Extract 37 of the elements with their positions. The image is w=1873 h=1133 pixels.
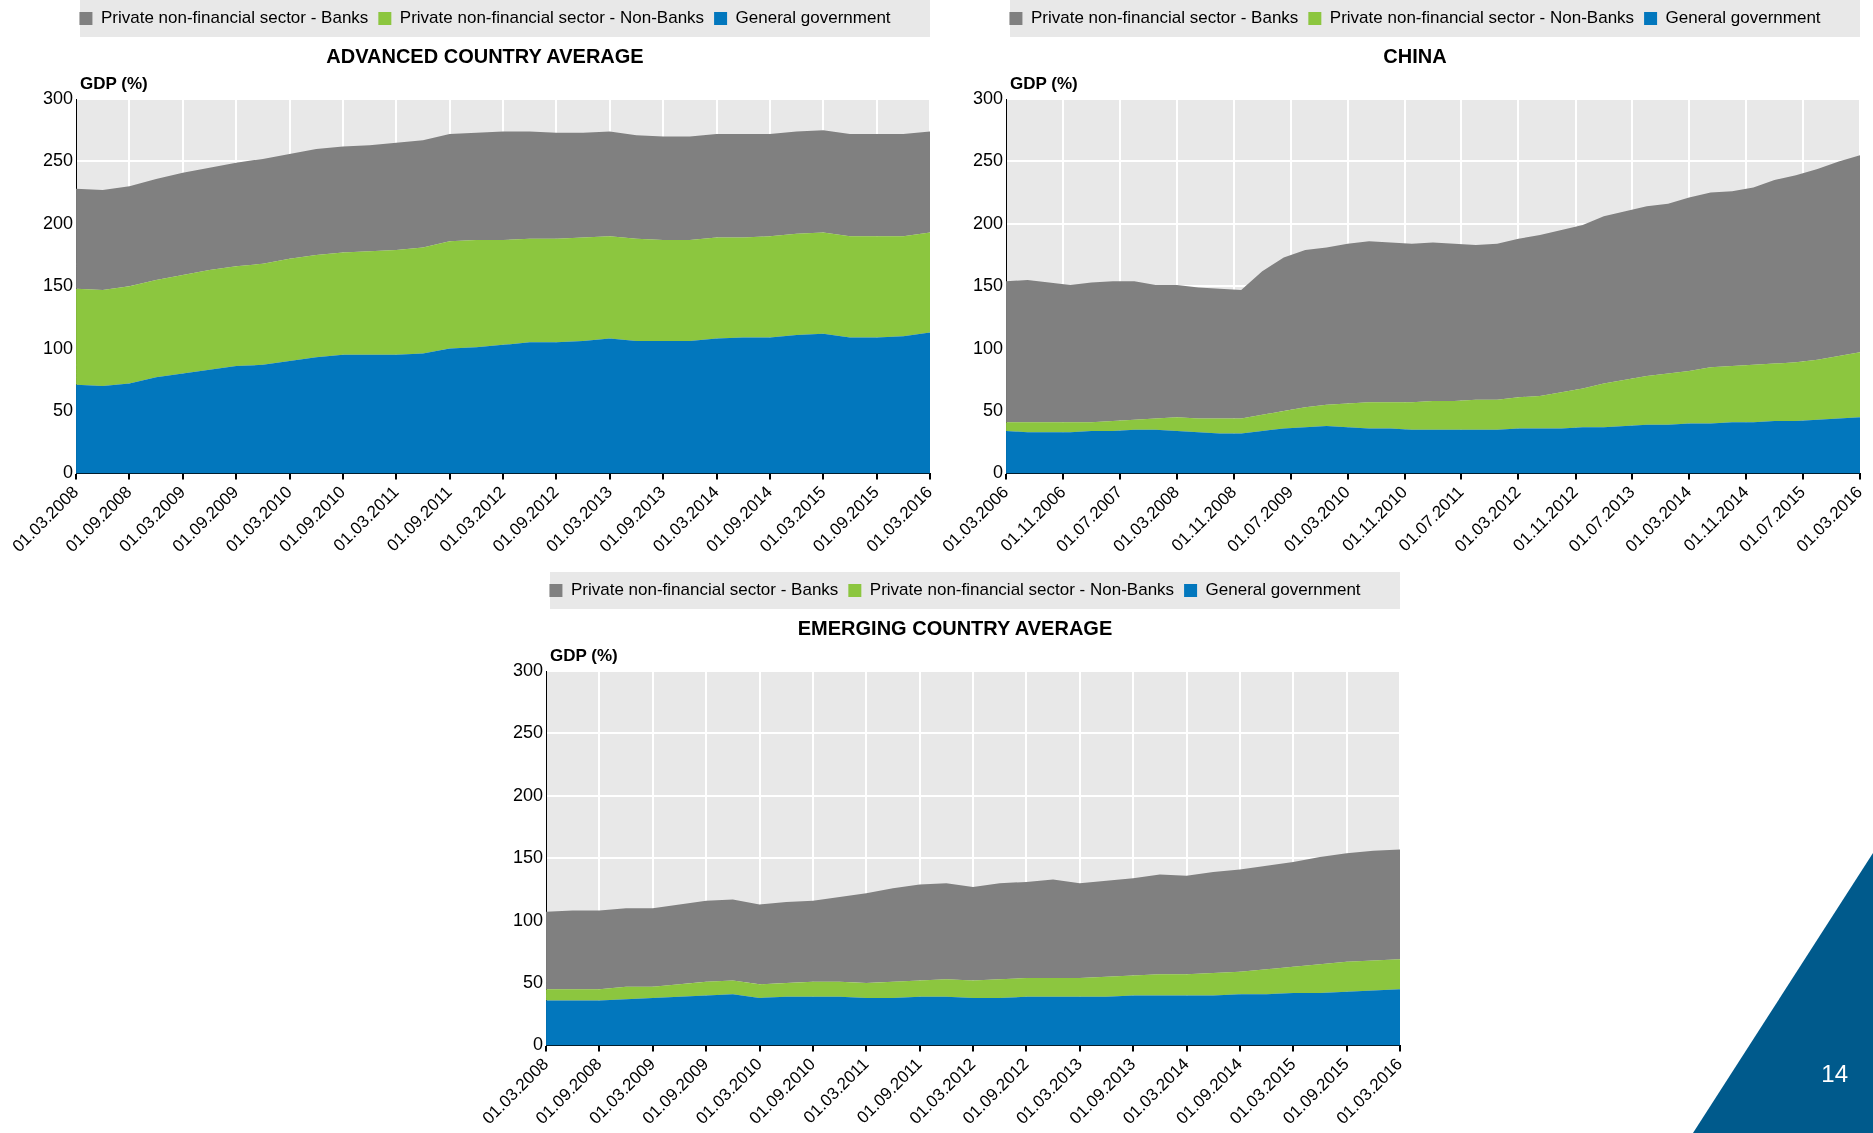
y-axis-title: GDP (%) bbox=[550, 646, 618, 666]
legend-label: General government bbox=[1665, 8, 1821, 28]
y-tick-label: 300 bbox=[972, 87, 1004, 108]
y-tick-label: 100 bbox=[42, 337, 74, 358]
y-tick-label: 100 bbox=[972, 337, 1004, 358]
y-tick-label: 300 bbox=[512, 659, 544, 680]
y-axis-title: GDP (%) bbox=[80, 74, 148, 94]
y-tick-label: 200 bbox=[972, 212, 1004, 233]
y-tick-label: 150 bbox=[512, 847, 544, 868]
y-tick-label: 50 bbox=[53, 399, 74, 420]
y-tick-label: 300 bbox=[42, 87, 74, 108]
y-tick-label: 100 bbox=[512, 909, 544, 930]
y-tick-label: 50 bbox=[523, 971, 544, 992]
y-tick-label: 0 bbox=[993, 462, 1004, 483]
legend-label: Private non-financial sector - Non-Banks bbox=[1329, 8, 1635, 28]
y-tick-label: 0 bbox=[63, 462, 74, 483]
legend-label: Private non-financial sector - Non-Banks bbox=[399, 8, 705, 28]
legend-label: General government bbox=[1205, 580, 1361, 600]
chart-title: ADVANCED COUNTRY AVERAGE bbox=[326, 44, 644, 67]
chart-title: CHINA bbox=[1383, 44, 1447, 67]
y-tick-label: 0 bbox=[533, 1034, 544, 1055]
y-tick-label: 150 bbox=[42, 275, 74, 296]
y-axis-title: GDP (%) bbox=[1010, 74, 1078, 94]
legend-label: Private non-financial sector - Non-Banks bbox=[869, 580, 1175, 600]
y-tick-label: 250 bbox=[42, 150, 74, 171]
y-tick-label: 150 bbox=[972, 275, 1004, 296]
y-tick-label: 200 bbox=[512, 784, 544, 805]
chart-title: EMERGING COUNTRY AVERAGE bbox=[797, 616, 1113, 639]
y-tick-label: 50 bbox=[983, 399, 1004, 420]
y-tick-label: 200 bbox=[42, 212, 74, 233]
legend-label: Private non-financial sector - Banks bbox=[1030, 8, 1299, 28]
legend-label: General government bbox=[735, 8, 891, 28]
y-tick-label: 250 bbox=[512, 722, 544, 743]
legend-label: Private non-financial sector - Banks bbox=[570, 580, 839, 600]
y-tick-label: 250 bbox=[972, 150, 1004, 171]
legend-label: Private non-financial sector - Banks bbox=[100, 8, 369, 28]
text: 14 bbox=[1821, 1060, 1848, 1088]
